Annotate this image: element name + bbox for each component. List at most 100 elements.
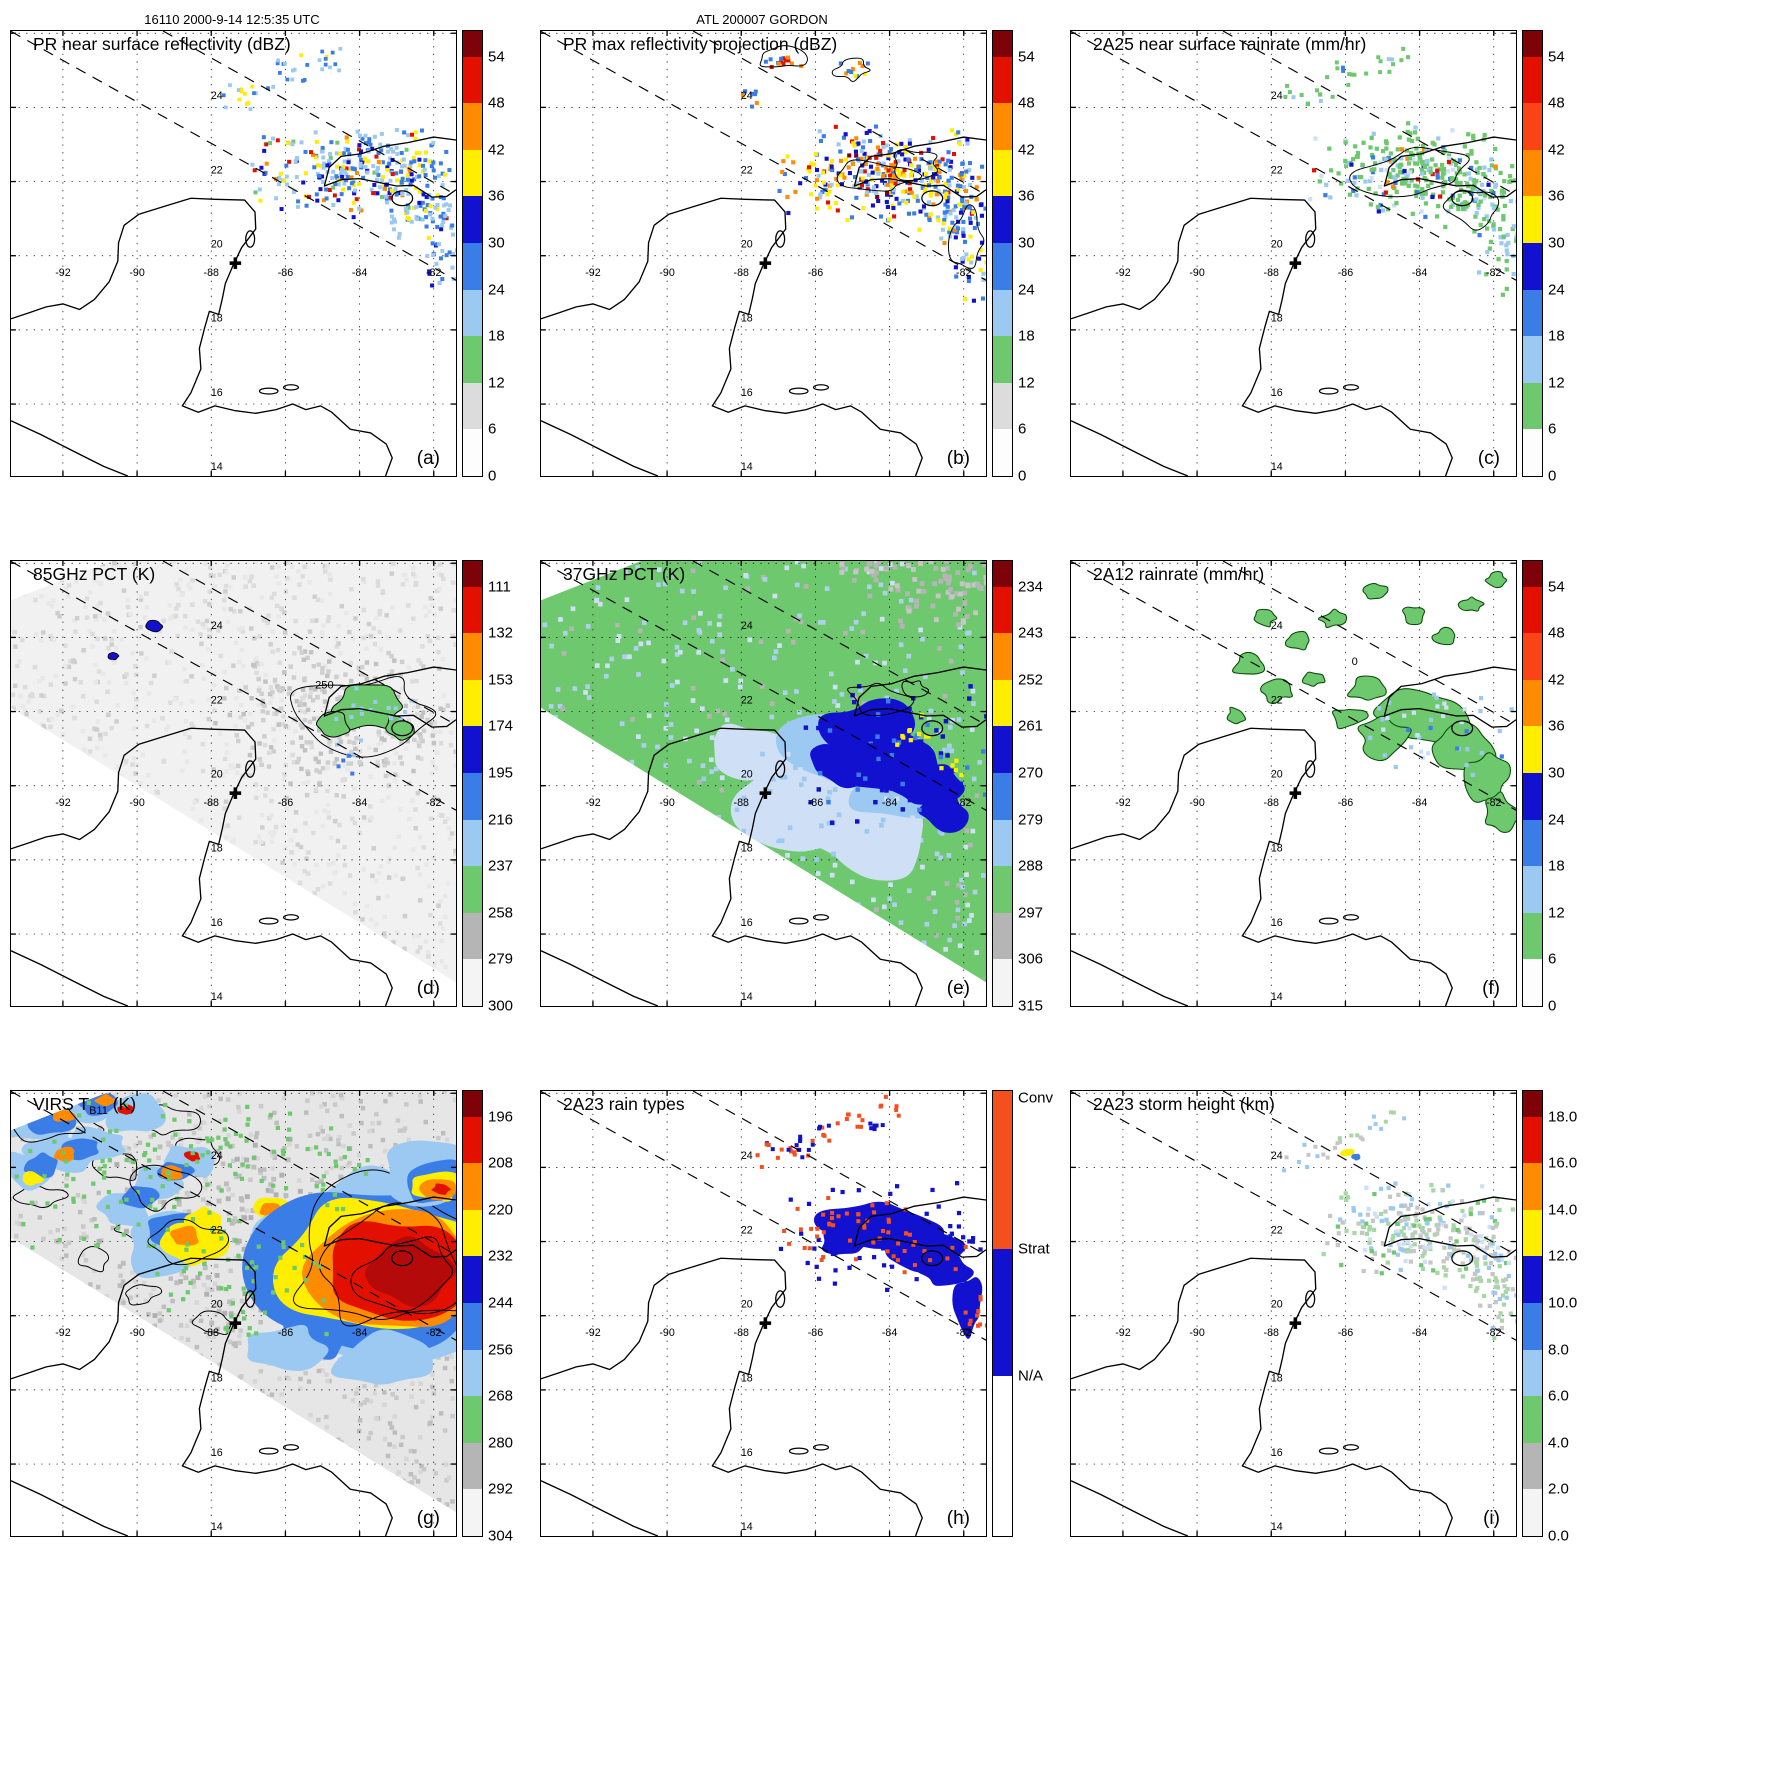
lat-tick-label: 14: [741, 991, 753, 1003]
lat-tick-label: 18: [741, 1373, 753, 1385]
lon-tick-label: -88: [1264, 1327, 1279, 1339]
lon-tick-label: -90: [1189, 797, 1204, 809]
colorbar-segment: [993, 1248, 1012, 1376]
colorbar-tick-label: 268: [488, 1387, 514, 1405]
colorbar-c: [1522, 30, 1543, 477]
panel-letter-b: (b): [946, 448, 970, 469]
island-outline: [258, 1447, 279, 1455]
colorbar-segment: [1523, 31, 1542, 57]
colorbar-segment: [463, 1489, 482, 1536]
map-canvas-g: -92 -90 -88 -86 -84 -82 14 16 18 20 22 24: [11, 1091, 456, 1536]
island-outline: [1342, 1444, 1360, 1451]
colorbar-tick-label: 24: [1018, 281, 1035, 299]
panel-letter-c: (c): [1477, 448, 1500, 469]
colorbar-segment: [1523, 243, 1542, 290]
latlon-grid: [11, 31, 456, 476]
colorbar-tick-label: 297: [1018, 904, 1044, 922]
lon-tick-label: -92: [55, 267, 70, 279]
colorbar-tick-label: 2.0: [1548, 1480, 1569, 1498]
data-field: [221, 46, 456, 288]
lon-tick-label: -86: [808, 1327, 823, 1339]
lat-tick-label: 16: [1271, 387, 1283, 399]
storm-center-marker: [229, 257, 242, 269]
lat-tick-label: 18: [211, 1373, 223, 1385]
colorbar-labels-d: 111 132 153 174 195 216 237 258 279 300: [488, 561, 548, 1014]
lat-tick-label: 20: [211, 239, 223, 251]
lon-tick-label: -90: [129, 1327, 144, 1339]
map-h: -92 -90 -88 -86 -84 -82 14 16 18 20 22 24 2A23 rain …: [540, 1090, 987, 1537]
colorbar-tick-label: 153: [488, 671, 514, 689]
coastline: [11, 420, 129, 476]
colorbar-tick-label: 292: [488, 1480, 514, 1498]
island-outline: [788, 917, 809, 925]
colorbar-segment: [463, 912, 482, 960]
island-outline: [775, 760, 786, 778]
data-field: [1282, 1110, 1516, 1341]
lat-tick-label: 24: [1271, 1150, 1283, 1162]
colorbar-tick-label: 30: [1548, 234, 1565, 252]
colorbar-segment: [463, 56, 482, 104]
lon-tick-label: -84: [352, 267, 367, 279]
colorbar-tick-label: 315: [1018, 997, 1044, 1015]
lat-tick-label: 22: [1271, 164, 1283, 176]
lon-tick-label: -92: [585, 1327, 600, 1339]
panel-title-d: 85GHz PCT (K): [33, 564, 156, 584]
coastline: [541, 197, 923, 476]
coastline: [11, 950, 129, 1006]
colorbar-tick-label: 8.0: [1548, 1341, 1569, 1359]
latlon-grid: [1071, 31, 1516, 476]
panel-i: -92 -90 -88 -86 -84 -82 14 16 18 20 22 24 2A23 storm…: [1070, 1090, 1610, 1545]
storm-center-marker: [759, 787, 772, 799]
map-canvas-a: -92 -90 -88 -86 -84 -82 14 16 18 20 22 24: [11, 31, 456, 476]
colorbar-tick-label: 256: [488, 1341, 514, 1359]
colorbar-segment: [463, 336, 482, 383]
coastline: [1071, 197, 1453, 476]
storm-title: ATL 200007 GORDON: [696, 12, 828, 27]
colorbar-tick-label: 270: [1018, 764, 1044, 782]
island-outline: [391, 720, 414, 737]
island-outline: [258, 917, 279, 925]
latlon-grid: [541, 31, 986, 476]
island-outline: [258, 387, 279, 395]
map-i: -92 -90 -88 -86 -84 -82 14 16 18 20 22 24 2A23 storm…: [1070, 1090, 1517, 1537]
colorbar-segment: [993, 196, 1012, 243]
lon-tick-label: -86: [278, 1327, 293, 1339]
colorbar-tick-label: 36: [1548, 187, 1565, 205]
colorbar-f: [1522, 560, 1543, 1007]
colorbar-tick-label: 252: [1018, 671, 1044, 689]
colorbar-tick-label: 111: [488, 578, 511, 596]
panel-title-e: 37GHz PCT (K): [563, 564, 686, 584]
colorbar-i: [1522, 1090, 1543, 1537]
lon-tick-label: -84: [882, 1327, 897, 1339]
lon-tick-label: -84: [1412, 1327, 1427, 1339]
lat-tick-label: 18: [1271, 843, 1283, 855]
island-outline: [775, 230, 786, 248]
lat-tick-label: 14: [211, 461, 223, 473]
lat-tick-label: 16: [741, 917, 753, 929]
lat-tick-label: 18: [741, 313, 753, 325]
lon-tick-label: -90: [129, 797, 144, 809]
island-outline: [1318, 1447, 1339, 1455]
colorbar-segment: [1523, 1091, 1542, 1117]
colorbar-segment: [463, 149, 482, 197]
colorbar-tick-label: 0: [1548, 467, 1557, 485]
swath-edge-line: [541, 31, 986, 281]
colorbar-tick-label: 232: [488, 1247, 514, 1265]
colorbar-segment: [463, 726, 482, 773]
lat-tick-label: 22: [211, 164, 223, 176]
island-outline: [921, 1250, 944, 1267]
colorbar-tick-label: 42: [1548, 671, 1565, 689]
colorbar-tick-label: 261: [1018, 717, 1044, 735]
panel-a: -92 -90 -88 -86 -84 -82 14 16 18 20 22 24 PR near su…: [10, 30, 550, 485]
lat-tick-label: 16: [741, 1447, 753, 1459]
colorbar-tick-label: 12.0: [1548, 1247, 1578, 1265]
lat-tick-label: 20: [211, 769, 223, 781]
colorbar-segment: [463, 1163, 482, 1210]
lon-tick-label: -82: [426, 797, 441, 809]
colorbar-segment: [993, 1375, 1012, 1536]
island-outline: [775, 1290, 786, 1308]
colorbar-tick-label: 48: [1548, 624, 1565, 642]
data-field: [1283, 46, 1516, 297]
coastline: [11, 727, 393, 1006]
